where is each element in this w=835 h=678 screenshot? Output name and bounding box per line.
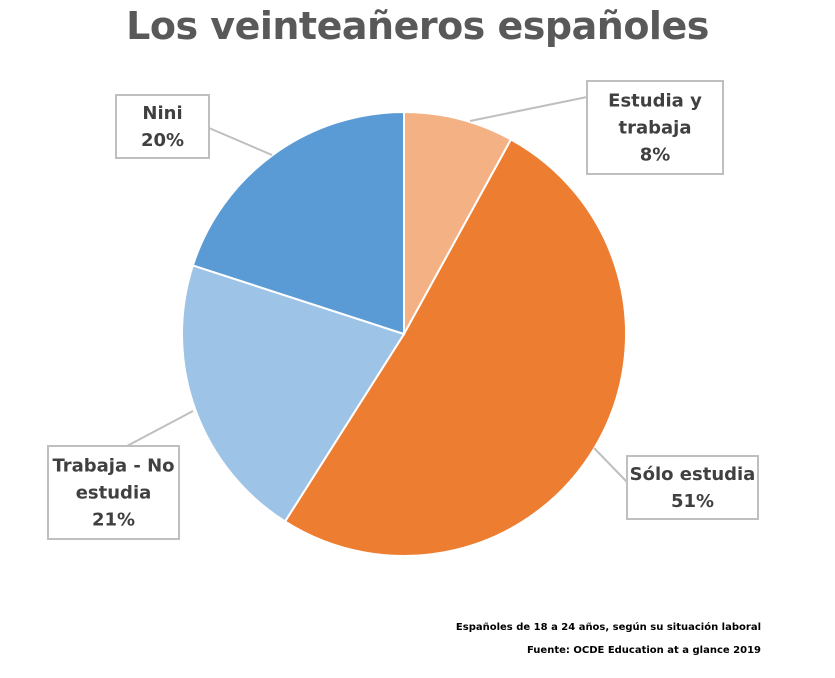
slice-category-label: Nini [142,103,182,124]
leader-line [593,447,628,483]
callout-box [626,455,759,520]
source-note: Fuente: OCDE Education at a glance 2019 [526,645,761,656]
chart-title: Los veinteañeros españoles [126,4,709,48]
slice-value-label: 20% [141,130,184,151]
slice-category-label: trabaja [619,118,692,139]
pie-slice [283,138,627,557]
slice-category-label: Sólo estudia [630,464,756,485]
leader-line [126,410,194,447]
callout-box [586,80,724,175]
leader-line [208,127,273,156]
callout-box [115,94,210,159]
pie-slice [191,110,405,336]
callout-box [47,445,180,540]
leader-line [469,96,588,122]
slice-value-label: 21% [92,510,135,531]
slice-category-label: Trabaja - No [52,456,174,477]
pie-slice [181,264,406,523]
slice-value-label: 51% [671,491,714,512]
slice-value-label: 8% [640,145,671,166]
slice-category-label: Estudia y [608,91,702,112]
slice-category-label: estudia [76,483,152,504]
pie-slice [403,110,513,335]
pie-slices [181,110,627,557]
data-label-callouts: Estudia y trabaja 8% Sólo estudia 51% Trabaja… [47,80,759,540]
chart-subtitle-note: Españoles de 18 a 24 años, según su situ… [455,622,761,633]
